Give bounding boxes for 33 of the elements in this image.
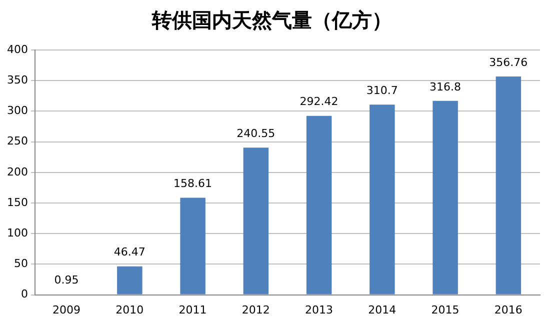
y-tick-label: 50 (14, 257, 28, 270)
y-tick-label: 150 (6, 196, 28, 209)
x-tick-label: 2011 (178, 303, 207, 316)
data-label: 316.8 (430, 80, 462, 94)
bar (180, 198, 206, 294)
bar (370, 104, 395, 294)
bar (243, 148, 269, 294)
bar (117, 266, 142, 294)
data-label: 310.7 (366, 84, 398, 98)
x-tick-label: 2016 (494, 303, 522, 316)
data-label: 0.95 (54, 274, 79, 287)
y-tick-label: 0 (20, 288, 28, 301)
x-tick-label: 2013 (305, 303, 334, 316)
data-label: 158.61 (174, 177, 212, 190)
y-tick-label: 350 (6, 73, 28, 86)
x-tick-label: 2009 (52, 303, 81, 316)
chart-title: 转供国内天然气量（亿方） (151, 8, 392, 32)
bar (306, 116, 332, 294)
data-label: 292.42 (300, 95, 338, 108)
x-tick-label: 2010 (116, 303, 144, 316)
bar (432, 100, 458, 294)
y-tick-label: 100 (6, 226, 28, 240)
y-tick-label: 300 (6, 104, 28, 118)
data-label: 46.47 (114, 246, 146, 259)
x-tick-label: 2015 (431, 303, 460, 316)
x-tick-label: 2012 (242, 303, 270, 316)
data-label: 240.55 (236, 126, 276, 140)
y-tick-label: 250 (6, 134, 28, 148)
x-tick-label: 2014 (368, 303, 396, 316)
y-tick-label: 200 (6, 165, 28, 178)
bar (496, 76, 522, 294)
y-tick-label: 400 (6, 42, 28, 56)
data-label: 356.76 (489, 56, 528, 69)
